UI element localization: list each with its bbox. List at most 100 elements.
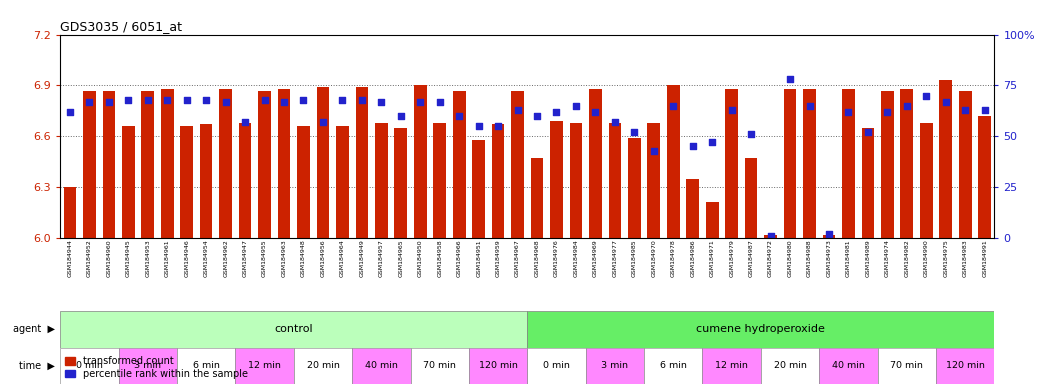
Bar <box>530 158 543 238</box>
Bar <box>745 158 758 238</box>
Bar <box>317 87 329 238</box>
Bar <box>512 91 524 238</box>
Bar <box>375 123 387 238</box>
Bar <box>181 126 193 238</box>
Bar <box>585 348 644 384</box>
Bar <box>414 86 427 238</box>
Bar <box>352 348 411 384</box>
Bar <box>411 348 469 384</box>
Bar <box>527 348 585 384</box>
Point <box>606 119 623 125</box>
Bar <box>550 121 563 238</box>
Point <box>373 99 389 105</box>
Text: GSM184983: GSM184983 <box>962 240 967 277</box>
Text: GSM184969: GSM184969 <box>593 240 598 277</box>
Point <box>120 97 137 103</box>
Text: 12 min: 12 min <box>248 361 281 370</box>
Bar <box>803 89 816 238</box>
Bar <box>939 80 952 238</box>
Text: 6 min: 6 min <box>660 361 687 370</box>
Bar <box>297 126 309 238</box>
Bar <box>823 235 836 238</box>
Bar <box>644 348 703 384</box>
Point <box>256 97 273 103</box>
Text: GSM184980: GSM184980 <box>788 240 793 277</box>
Bar <box>394 128 407 238</box>
Point <box>859 129 876 135</box>
Bar <box>60 311 527 348</box>
Point <box>139 97 156 103</box>
Text: 40 min: 40 min <box>365 361 398 370</box>
Text: GSM184956: GSM184956 <box>321 240 326 277</box>
Text: 0 min: 0 min <box>76 361 103 370</box>
Bar <box>881 91 894 238</box>
Text: GSM184973: GSM184973 <box>826 240 831 277</box>
Text: GSM184985: GSM184985 <box>632 240 637 277</box>
Point <box>528 113 545 119</box>
Point <box>801 103 818 109</box>
Text: 120 min: 120 min <box>946 361 985 370</box>
Point <box>626 129 643 135</box>
Text: GSM184944: GSM184944 <box>67 240 73 277</box>
Point <box>61 109 78 115</box>
Text: 70 min: 70 min <box>891 361 923 370</box>
Point <box>743 131 760 137</box>
Bar <box>936 348 994 384</box>
Bar <box>608 123 621 238</box>
Point <box>334 97 351 103</box>
Bar <box>959 91 972 238</box>
Text: GSM184954: GSM184954 <box>203 240 209 277</box>
Text: GSM184965: GSM184965 <box>399 240 404 277</box>
Bar <box>819 348 877 384</box>
Point <box>295 97 311 103</box>
Text: GSM184947: GSM184947 <box>243 240 248 277</box>
Bar <box>877 348 936 384</box>
Text: GSM184979: GSM184979 <box>729 240 734 277</box>
Text: GSM184953: GSM184953 <box>145 240 151 277</box>
Text: time  ▶: time ▶ <box>19 361 55 371</box>
Point <box>470 123 487 129</box>
Bar <box>176 348 236 384</box>
Bar <box>862 128 874 238</box>
Bar <box>141 91 154 238</box>
Bar <box>63 187 76 238</box>
Bar <box>434 123 446 238</box>
Text: GSM184984: GSM184984 <box>573 240 578 277</box>
Point <box>840 109 856 115</box>
Text: agent  ▶: agent ▶ <box>13 324 55 334</box>
Bar <box>469 348 527 384</box>
Text: GSM184974: GSM184974 <box>884 240 890 277</box>
Text: GSM184991: GSM184991 <box>982 240 987 277</box>
Bar <box>784 89 796 238</box>
Text: 6 min: 6 min <box>193 361 220 370</box>
Text: GSM184955: GSM184955 <box>262 240 267 277</box>
Bar <box>258 91 271 238</box>
Bar <box>356 87 368 238</box>
Point <box>237 119 253 125</box>
Bar <box>200 124 213 238</box>
Bar <box>219 89 231 238</box>
Point <box>588 109 604 115</box>
Bar <box>628 138 640 238</box>
Text: GSM184949: GSM184949 <box>359 240 364 277</box>
Bar <box>706 202 718 238</box>
Text: GSM184952: GSM184952 <box>87 240 92 277</box>
Text: 70 min: 70 min <box>424 361 456 370</box>
Text: GSM184971: GSM184971 <box>710 240 715 277</box>
Text: GSM184946: GSM184946 <box>184 240 189 277</box>
Point <box>782 76 798 83</box>
Point <box>704 139 720 146</box>
Point <box>977 107 993 113</box>
Point <box>81 99 98 105</box>
Text: 3 min: 3 min <box>134 361 161 370</box>
Bar <box>761 348 819 384</box>
Text: GSM184950: GSM184950 <box>417 240 422 277</box>
Text: 40 min: 40 min <box>832 361 865 370</box>
Bar <box>570 123 582 238</box>
Point <box>354 97 371 103</box>
Point <box>937 99 954 105</box>
Point <box>101 99 117 105</box>
Bar <box>527 311 994 348</box>
Point <box>957 107 974 113</box>
Bar <box>667 86 680 238</box>
